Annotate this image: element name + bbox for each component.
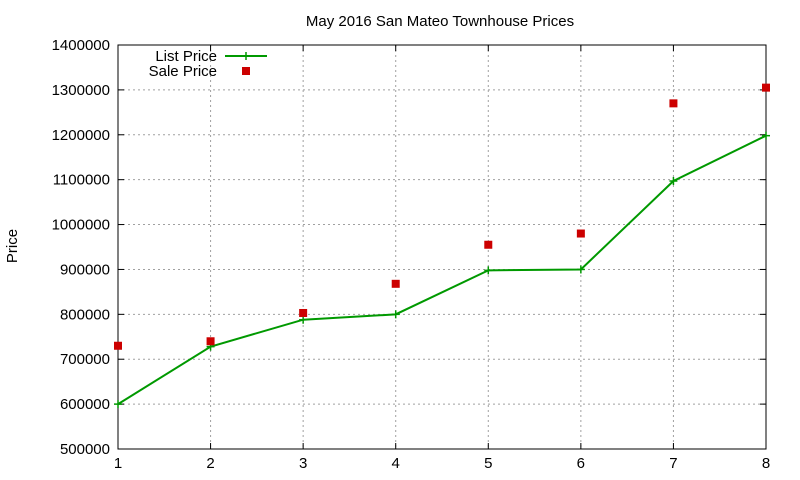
list-price-point: [114, 400, 122, 409]
list-price-point: [576, 265, 585, 274]
y-tick-label: 800000: [60, 306, 110, 323]
list-price-line: [117, 134, 767, 405]
x-tick-label: 5: [484, 455, 492, 472]
grid-layer: [118, 45, 766, 449]
y-tick-label: 1200000: [52, 127, 110, 144]
legend-label-sale-price: Sale Price: [149, 63, 217, 80]
list-price-point: [484, 266, 493, 275]
x-tick-label: 8: [762, 455, 770, 472]
list-price-point: [299, 315, 308, 324]
y-tick-label: 900000: [60, 261, 110, 278]
x-tick-label: 4: [392, 455, 400, 472]
y-tick-label: 1400000: [52, 37, 110, 54]
y-tick-label: 700000: [60, 351, 110, 368]
legend: List Price Sale Price: [149, 48, 267, 80]
legend-marker-sale-price: [242, 67, 250, 75]
chart-title: May 2016 San Mateo Townhouse Prices: [306, 13, 574, 30]
legend-sample-list-price: [225, 52, 267, 60]
plot-area: [117, 44, 767, 450]
y-tick-label: 500000: [60, 441, 110, 458]
x-tick-label: 1: [114, 455, 122, 472]
list-price-point: [391, 310, 400, 319]
sale-price-point: [669, 99, 678, 108]
x-tick-label: 7: [669, 455, 677, 472]
sale-price-point: [762, 83, 770, 92]
sale-price-point: [391, 279, 400, 288]
y-tick-label: 1100000: [53, 172, 110, 189]
x-tick-label: 2: [206, 455, 214, 472]
series-layer: [114, 83, 770, 409]
sale-price-point: [206, 337, 215, 346]
y-tick-label: 600000: [60, 396, 110, 413]
list-price-point: [762, 131, 770, 140]
list-price-point: [669, 177, 678, 186]
y-axis-label: Price: [4, 229, 21, 263]
sale-price-point: [299, 308, 308, 317]
sale-price-point: [484, 240, 493, 249]
sale-price-point: [114, 341, 122, 350]
ticks-layer: 1 2 3 4 5 6 7 8 500000 600000 700000 800000 900000 10…: [52, 37, 771, 472]
legend-label-list-price: List Price: [155, 48, 217, 65]
sale-price-point: [576, 229, 585, 238]
y-tick-label: 1000000: [52, 217, 110, 234]
x-tick-label: 6: [577, 455, 585, 472]
x-tick-label: 3: [299, 455, 307, 472]
legend-sample-sale-price: [242, 67, 250, 75]
y-tick-label: 1300000: [52, 82, 110, 99]
legend-marker-list-price: [242, 52, 250, 60]
